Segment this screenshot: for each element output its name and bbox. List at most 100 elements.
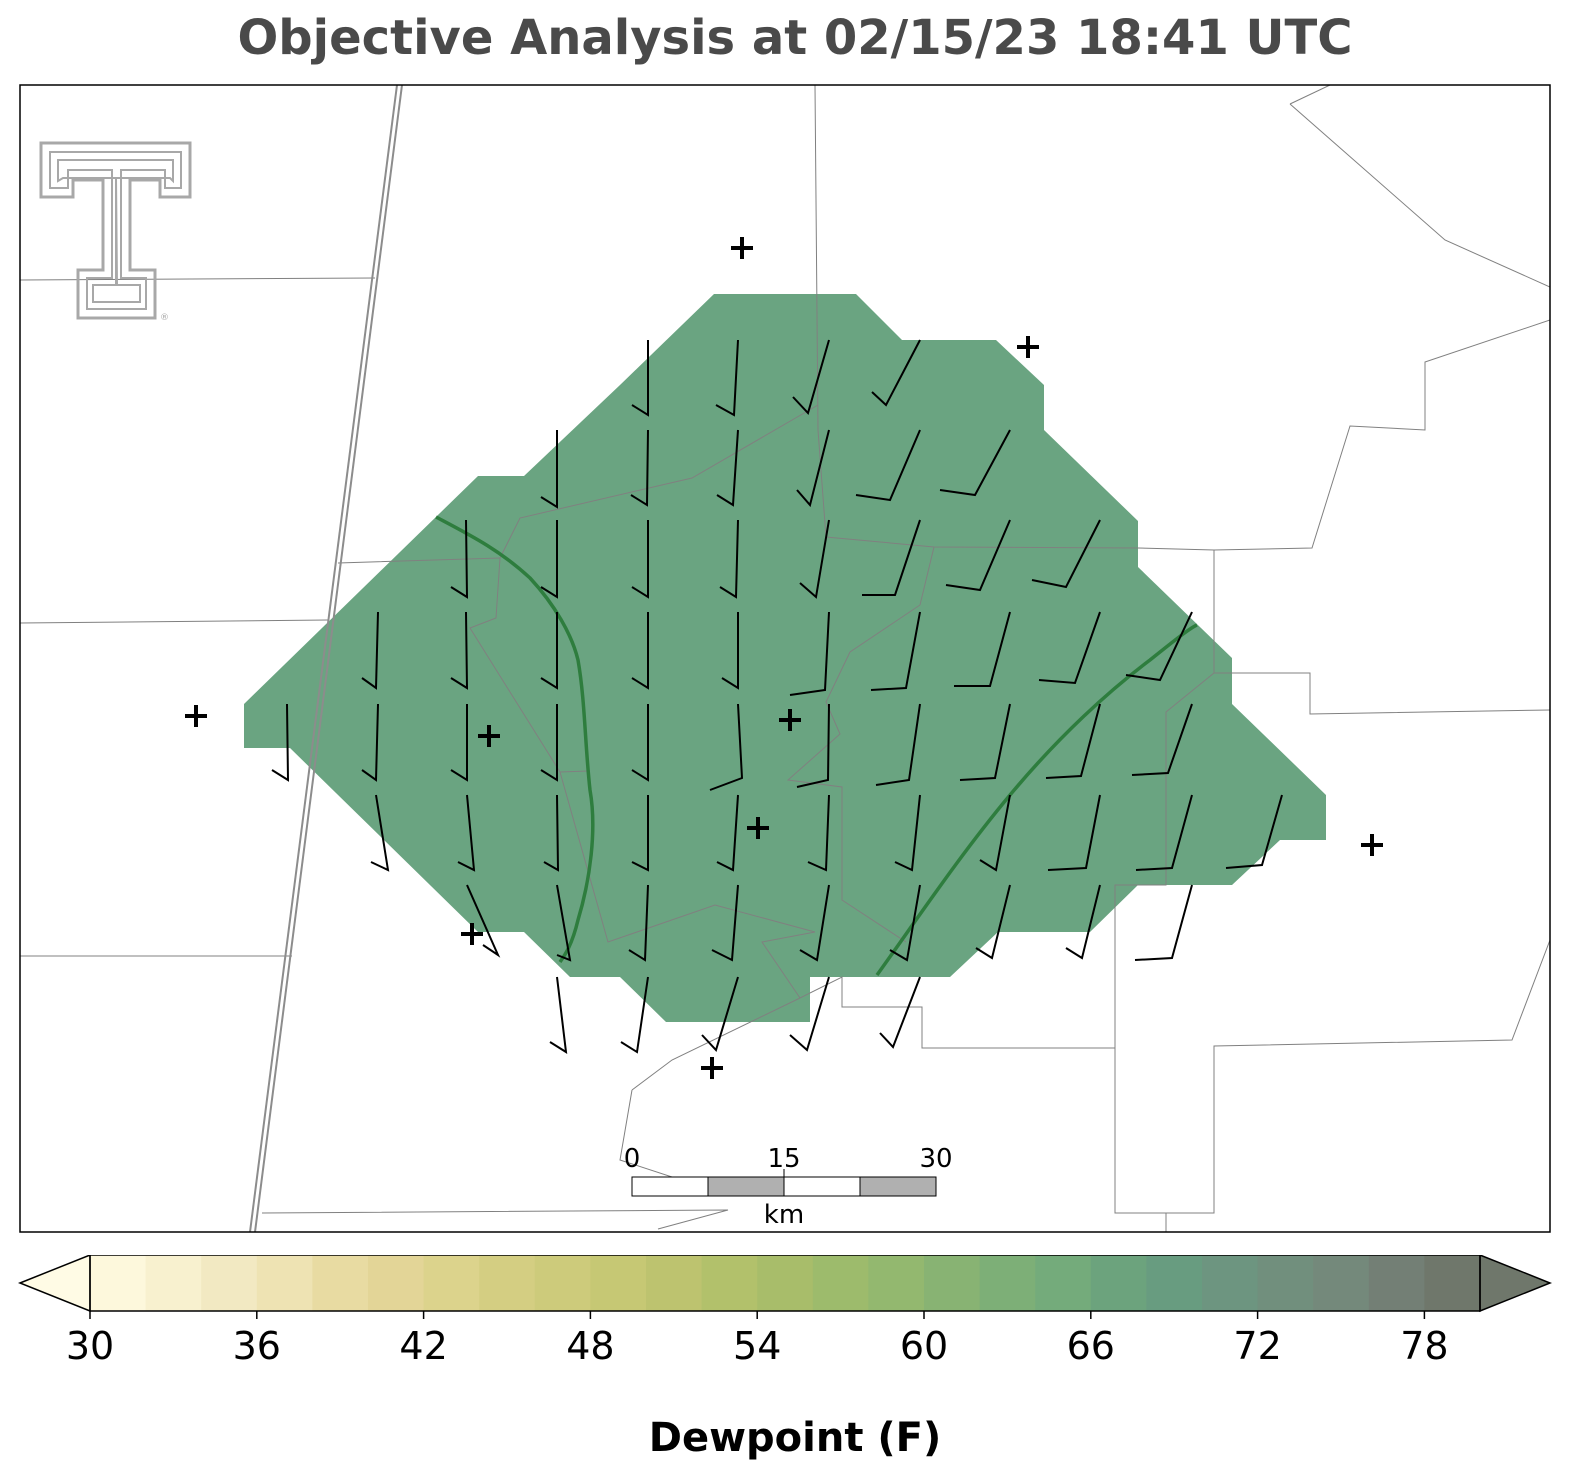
station-marker: [747, 817, 769, 839]
wind-barb: [870, 611, 921, 691]
dewpoint-contour: [435, 515, 595, 964]
wind-barb: [721, 612, 739, 690]
wind-barb: [361, 611, 379, 690]
station-marker: [478, 725, 500, 747]
wind-barb: [631, 704, 649, 782]
wind-barb: [620, 976, 649, 1054]
county-line: [631, 997, 801, 1091]
station-marker: [1361, 834, 1383, 856]
wind-barb: [540, 612, 558, 690]
wind-barb: [1131, 703, 1193, 776]
wind-barb: [540, 430, 558, 509]
wind-barb: [792, 339, 830, 415]
colorbar-segment: [1202, 1255, 1259, 1311]
wind-barb: [1225, 794, 1283, 869]
wind-barb: [1135, 794, 1193, 871]
wind-barb: [855, 429, 921, 502]
svg-text:®: ®: [160, 313, 169, 323]
county-line: [20, 277, 376, 281]
county-boundaries: [20, 85, 1550, 1232]
scale-tick-label: 30: [919, 1144, 952, 1174]
wind-barb: [1045, 703, 1101, 779]
colorbar-over-arrow: [1479, 1255, 1553, 1313]
county-line: [261, 1209, 729, 1230]
colorbar-segment: [868, 1255, 925, 1311]
scale-unit-label: km: [764, 1200, 804, 1230]
colorbar-tick-label: 48: [566, 1324, 614, 1368]
wind-barb: [862, 519, 921, 596]
county-line: [1289, 103, 1550, 288]
colorbar-segment: [1146, 1255, 1203, 1311]
wind-barb: [875, 703, 921, 786]
colorbar-segment: [1090, 1255, 1147, 1311]
map-frame: [19, 84, 1551, 1233]
county-line: [337, 557, 1115, 1049]
wind-barb: [954, 611, 1011, 687]
station-marker: [779, 709, 801, 731]
colorbar-tick-label: 60: [900, 1324, 948, 1368]
colorbar-segment: [1313, 1255, 1370, 1311]
colorbar-segment: [812, 1255, 869, 1311]
state-border: [249, 85, 403, 1232]
wind-barb: [711, 884, 739, 962]
wind-barb: [789, 976, 830, 1052]
colorbar: 30 36 42 48 54 60 66 72 78: [17, 1255, 1553, 1368]
wind-barb: [879, 976, 921, 1049]
wind-barb: [716, 794, 739, 872]
county-line: [499, 404, 819, 559]
county-line: [1289, 85, 1331, 105]
wind-barb: [889, 884, 921, 962]
colorbar-tick-label: 30: [66, 1324, 114, 1368]
station-marker: [731, 237, 753, 259]
colorbar-segment: [590, 1255, 647, 1311]
colorbar-segment: [312, 1255, 369, 1311]
county-line: [786, 546, 935, 943]
colorbar-segment: [534, 1255, 591, 1311]
wind-barb: [701, 976, 739, 1052]
wind-barb: [709, 703, 744, 791]
wind-barb: [796, 429, 830, 508]
wind-barb: [871, 339, 921, 407]
wind-barb: [450, 519, 469, 599]
county-line: [20, 619, 329, 624]
colorbar-tick-label: 36: [233, 1324, 281, 1368]
wind-barb: [450, 611, 469, 690]
wind-barb: [630, 429, 649, 507]
wind-barb: [1134, 884, 1193, 961]
colorbar-segment: [368, 1255, 425, 1311]
wind-barb: [719, 519, 739, 599]
wind-barb: [631, 612, 649, 690]
colorbar-segment: [1257, 1255, 1314, 1311]
colorbar-label: Dewpoint (F): [648, 1415, 942, 1461]
colorbar-segment: [145, 1255, 202, 1311]
scale-tick-label: 15: [767, 1144, 800, 1174]
colorbar-segment: [256, 1255, 313, 1311]
wind-barb: [450, 704, 468, 782]
station-marker: [701, 1057, 723, 1079]
wind-barb: [894, 794, 921, 872]
wind-barb: [628, 884, 649, 962]
station-marker: [1017, 336, 1039, 358]
wind-barb: [1031, 519, 1101, 589]
colorbar-segment: [423, 1255, 480, 1311]
wind-barb: [939, 429, 1011, 497]
dewpoint-contours: [435, 515, 1198, 977]
dewpoint-fill-region: [244, 294, 1326, 1022]
colorbar-segment: [1368, 1255, 1425, 1311]
colorbar-segment: [1424, 1255, 1481, 1311]
wind-barb: [807, 794, 830, 872]
wind-barb: [631, 795, 649, 872]
wind-barb: [716, 429, 739, 507]
wind-barb: [715, 339, 739, 417]
colorbar-segment: [479, 1255, 536, 1311]
wind-barb: [799, 519, 830, 599]
wind-barb: [271, 703, 290, 782]
colorbar-segment: [201, 1255, 258, 1311]
county-line: [1213, 550, 1550, 715]
scale-bar: 0 15 30 km: [624, 1144, 953, 1230]
wind-barb: [945, 519, 1011, 592]
colorbar-segment: [979, 1255, 1036, 1311]
wind-barb: [799, 884, 830, 962]
colorbar-under-arrow: [17, 1255, 91, 1313]
colorbar-tick-label: 66: [1067, 1324, 1115, 1368]
